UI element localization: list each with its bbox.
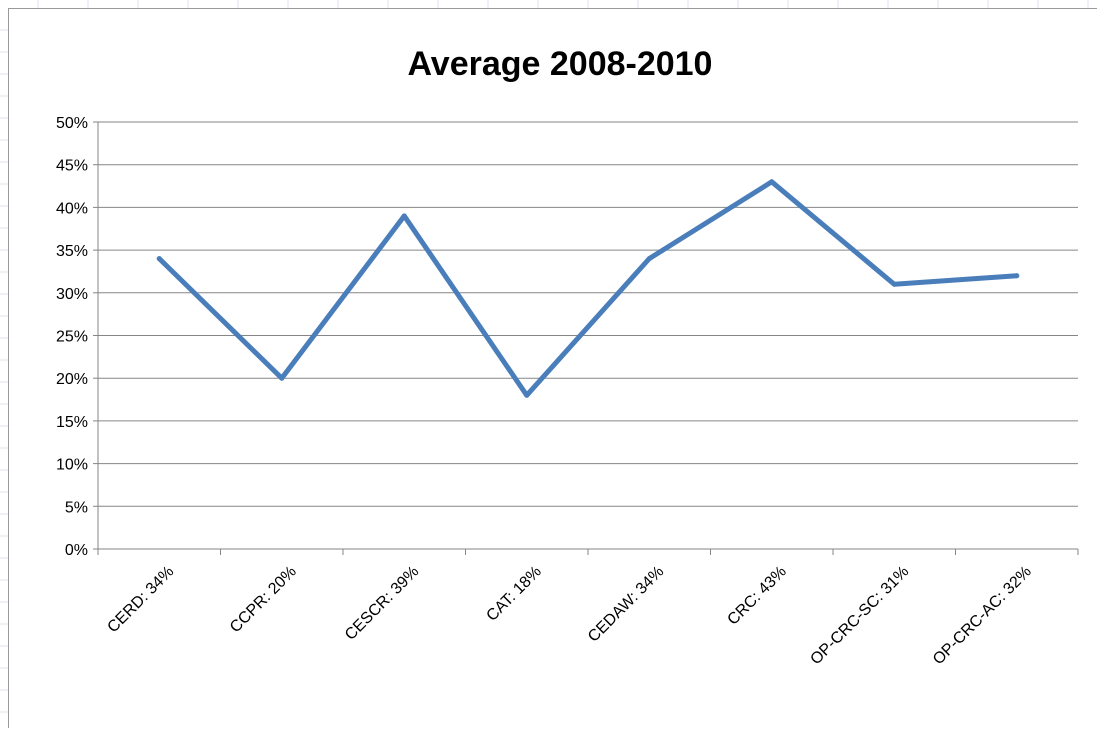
chart-area[interactable]: Average 2008-2010 0% 5% 10% 15% 20% 25% 30% 35%… — [8, 8, 1097, 728]
chart-title: Average 2008-2010 — [408, 45, 713, 83]
y-tick-label: 10% — [56, 457, 88, 474]
x-tick-label: CESCR: 39% — [342, 563, 423, 644]
x-tick-label: CCPR: 20% — [227, 563, 300, 636]
y-tick-label: 50% — [56, 115, 88, 132]
y-tick-label: 35% — [56, 243, 88, 260]
y-tick-label: 25% — [56, 329, 88, 346]
y-tick-label: 40% — [56, 200, 88, 217]
data-point[interactable] — [279, 375, 285, 381]
y-tick-label: 45% — [56, 158, 88, 175]
y-tick-label: 0% — [65, 542, 88, 559]
x-tick-label: OP-CRC-SC: 31% — [807, 563, 912, 668]
y-tick-label: 15% — [56, 414, 88, 431]
data-point[interactable] — [646, 256, 652, 262]
series-layer — [156, 179, 1020, 398]
x-axis-tick-labels: CERD: 34% CCPR: 20% CESCR: 39% CAT: 18% CEDA… — [104, 563, 1035, 668]
y-tick-label: 30% — [56, 286, 88, 303]
data-point[interactable] — [156, 256, 162, 262]
x-tick-label: CAT: 18% — [483, 563, 544, 624]
axes — [97, 122, 1079, 555]
y-axis-tick-labels: 0% 5% 10% 15% 20% 25% 30% 35% 40% 45% 50% — [56, 115, 88, 559]
line-chart: Average 2008-2010 0% 5% 10% 15% 20% 25% 30% 35%… — [56, 45, 1079, 668]
data-point[interactable] — [769, 179, 775, 185]
y-tick-label: 20% — [56, 371, 88, 388]
data-point[interactable] — [891, 281, 897, 287]
gridlines — [93, 121, 1078, 550]
data-point[interactable] — [1014, 273, 1020, 279]
x-tick-label: CRC: 43% — [724, 563, 789, 628]
x-tick-label: OP-CRC-AC: 32% — [930, 563, 1035, 668]
data-point[interactable] — [401, 213, 407, 219]
x-tick-label: CERD: 34% — [104, 563, 177, 636]
x-tick-label: CEDAW: 34% — [585, 563, 667, 645]
y-tick-label: 5% — [65, 499, 88, 516]
series-line[interactable] — [156, 179, 1020, 398]
data-point[interactable] — [524, 392, 530, 398]
